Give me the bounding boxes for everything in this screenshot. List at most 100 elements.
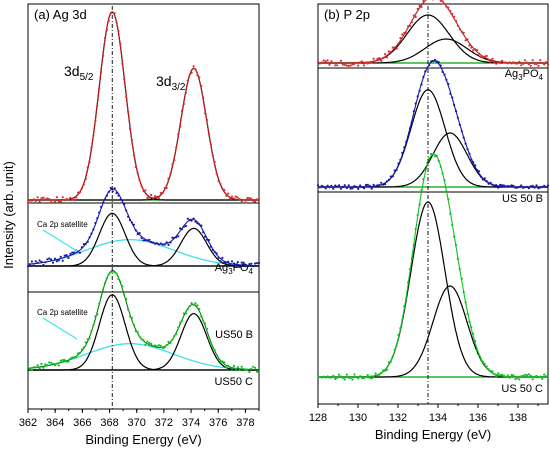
data-point [36,261,39,264]
data-point [180,319,184,322]
data-point [257,197,261,201]
data-point [441,70,444,73]
data-point [188,305,191,308]
data-point [529,374,532,377]
data-point [28,201,31,204]
data-point [128,127,132,130]
data-point [75,196,78,199]
data-point [182,102,185,106]
data-point [229,263,232,266]
data-point [525,374,529,377]
data-point [196,304,199,307]
fit-component [318,132,548,188]
data-point [512,61,515,64]
data-point [382,183,385,186]
data-point [443,179,446,182]
data-point [113,271,116,274]
data-point [88,236,91,239]
data-point [144,239,147,242]
data-point [136,331,139,334]
data-point [196,222,199,225]
data-point [244,201,247,204]
data-point [476,349,479,352]
data-point [479,175,482,178]
data-point [481,178,484,181]
data-point [495,375,498,378]
data-point [194,68,197,71]
data-point [349,187,352,190]
x-tick-label: 130 [349,412,367,424]
data-point [527,187,530,190]
data-point [384,53,387,56]
data-point [200,84,203,88]
data-point [412,14,415,17]
data-point [123,203,126,206]
data-point [103,282,107,285]
data-point [483,55,486,58]
data-point [370,61,373,64]
data-point [75,356,78,359]
data-point [100,296,103,299]
data-point [378,57,381,60]
data-point [349,64,352,67]
data-point [357,187,360,190]
data-point [516,377,519,380]
data-point [121,285,124,288]
plot-frame [317,3,549,405]
fit-component [318,201,548,378]
data-point [504,61,507,64]
data-point [132,323,135,326]
data-point [418,89,421,92]
data-point [130,316,133,320]
data-point [84,341,87,344]
data-point [414,15,417,18]
data-point [539,59,542,62]
data-point [320,61,323,64]
data-point [410,21,413,24]
data-point [142,239,145,242]
data-point [407,281,410,284]
data-point [351,187,354,190]
data-point [28,263,31,266]
data-point [518,378,521,381]
data-point [472,161,475,164]
data-point [26,265,30,268]
data-point [159,242,162,245]
data-point [485,180,488,183]
data-point [500,373,504,376]
data-point [485,54,488,58]
data-point [205,118,209,122]
data-point [144,189,147,192]
x-tick-label: 136 [469,412,487,424]
data-point [46,197,49,200]
data-point [165,344,168,347]
data-point [316,60,320,63]
data-point [401,151,404,154]
data-point [334,377,337,381]
data-point [339,187,343,190]
data-point [73,356,76,359]
data-point [328,376,331,379]
data-point [211,248,214,251]
data-point [252,365,255,368]
data-point [105,277,108,280]
data-point [405,297,408,300]
data-point [69,357,72,360]
data-point [152,197,155,200]
data-point [234,195,237,198]
data-point [136,172,139,175]
data-point [516,186,519,189]
data-point [316,375,320,379]
data-point [242,261,245,264]
data-point [523,373,527,376]
data-point [529,64,532,67]
x-tick-label: 370 [128,417,146,429]
data-point [487,368,490,371]
data-point [250,197,253,200]
data-point [96,104,99,107]
data-point [254,200,257,203]
data-point [119,198,122,201]
data-point [391,46,394,49]
data-point [399,327,402,330]
data-point [63,359,66,362]
